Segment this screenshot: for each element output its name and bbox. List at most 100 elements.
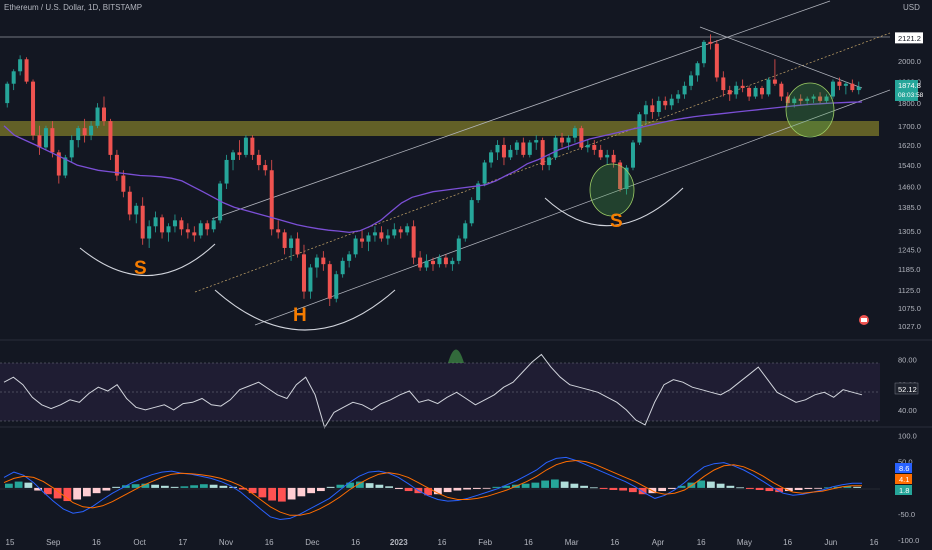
price-tick: 1540.0: [898, 161, 921, 170]
macd-tick: -100.0: [898, 536, 919, 545]
price-tick: 1620.0: [898, 141, 921, 150]
candle: [256, 149, 261, 171]
candle: [521, 137, 526, 158]
macd-histogram-bar: [160, 485, 169, 488]
macd-histogram-bar: [297, 487, 306, 497]
event-icon[interactable]: [859, 315, 869, 325]
candle: [321, 251, 326, 271]
candle: [837, 77, 842, 91]
candle: [308, 264, 313, 299]
time-tick: 2023: [390, 538, 408, 547]
candle: [721, 71, 726, 97]
price-tick: 1800.0: [898, 99, 921, 108]
price-label-box: 1874.8 08:03:58: [895, 80, 924, 101]
macd-histogram-bar: [63, 487, 72, 502]
macd-histogram-bar: [619, 487, 628, 491]
time-tick: Dec: [305, 538, 319, 547]
macd-histogram-bar: [443, 487, 452, 493]
candle: [237, 140, 242, 160]
candle: [856, 81, 861, 95]
price-axis[interactable]: 2121.22000.01900.01800.01700.01620.01540…: [895, 32, 923, 331]
macd-histogram-bar: [541, 480, 550, 488]
left-shoulder-label: S: [134, 258, 147, 279]
candle: [218, 180, 223, 224]
candle: [592, 140, 597, 155]
candle: [108, 118, 113, 160]
current-highlight: [785, 82, 835, 138]
macd-histogram-bar: [102, 487, 111, 491]
price-tick: 1075.0: [898, 304, 921, 313]
candle: [540, 137, 545, 171]
candle: [818, 92, 823, 104]
candle: [701, 39, 706, 68]
candle: [347, 251, 352, 268]
macd-histogram-bar: [502, 485, 511, 488]
support-resistance-zone: [0, 121, 879, 136]
macd-tick: -50.0: [898, 510, 915, 519]
candle: [289, 235, 294, 261]
currency-label: USD: [903, 3, 920, 12]
time-axis[interactable]: 15 Sep 16 Oct 17 Nov 16 Dec 16 2023 16 Feb 16 Mar 16 Ap…: [6, 538, 879, 547]
macd-readouts: 8.6 4.1 1.8: [895, 463, 912, 495]
macd-histogram-bar: [209, 484, 218, 488]
macd-histogram-bar: [706, 481, 715, 488]
candle: [437, 254, 442, 268]
candle: [372, 226, 377, 242]
candle: [566, 135, 571, 150]
candle: [263, 159, 268, 176]
right-shoulder-arc: [544, 187, 684, 227]
macd-histogram-bar: [346, 482, 355, 488]
macd-histogram-bar: [92, 487, 101, 494]
candle: [340, 257, 345, 278]
macd-histogram-bar: [73, 487, 82, 500]
candle: [734, 81, 739, 99]
candle: [250, 135, 255, 160]
macd-line: [3, 456, 862, 521]
macd-histogram-bar: [580, 485, 589, 488]
candle: [585, 140, 590, 153]
macd-histogram-bar: [307, 487, 316, 494]
right-shoulder-highlight: [589, 163, 635, 217]
candle: [611, 149, 616, 168]
rsi-value-box: 52.12: [894, 382, 919, 395]
current-price-label: 1874.8: [898, 81, 921, 90]
rsi-current-value: 52.12: [898, 385, 917, 394]
candle: [379, 226, 384, 242]
time-tick: 16: [265, 538, 274, 547]
macd-histogram-bar: [472, 487, 481, 489]
time-tick: Oct: [133, 538, 146, 547]
macd-histogram-bar: [131, 484, 140, 488]
candle: [456, 235, 461, 265]
macd-histogram-bar: [570, 483, 579, 488]
candle: [140, 197, 145, 245]
candle: [127, 186, 132, 221]
candle: [708, 34, 713, 50]
candle: [463, 220, 468, 242]
moving-average-line: [3, 101, 863, 234]
macd-histogram-bar: [248, 487, 257, 494]
candle: [385, 229, 390, 245]
macd-histogram-bar: [277, 487, 286, 502]
candle: [392, 223, 397, 239]
macd-histogram-bar: [853, 486, 862, 488]
candle: [360, 229, 365, 248]
candle: [598, 144, 603, 160]
candle: [824, 94, 829, 104]
candle: [282, 229, 287, 255]
macd-histogram-bar: [492, 486, 501, 488]
macd-histogram-bar: [238, 487, 247, 490]
macd-histogram-bar: [531, 482, 540, 488]
candle: [534, 135, 539, 150]
candle: [450, 257, 455, 271]
candle: [482, 159, 487, 187]
candle: [618, 159, 623, 192]
candle: [663, 96, 668, 110]
candle: [327, 260, 332, 307]
candle: [805, 96, 810, 106]
candle: [772, 59, 777, 86]
candle: [411, 220, 416, 265]
candle: [669, 94, 674, 110]
macd-histogram-bar: [404, 487, 413, 492]
candle: [82, 118, 87, 143]
